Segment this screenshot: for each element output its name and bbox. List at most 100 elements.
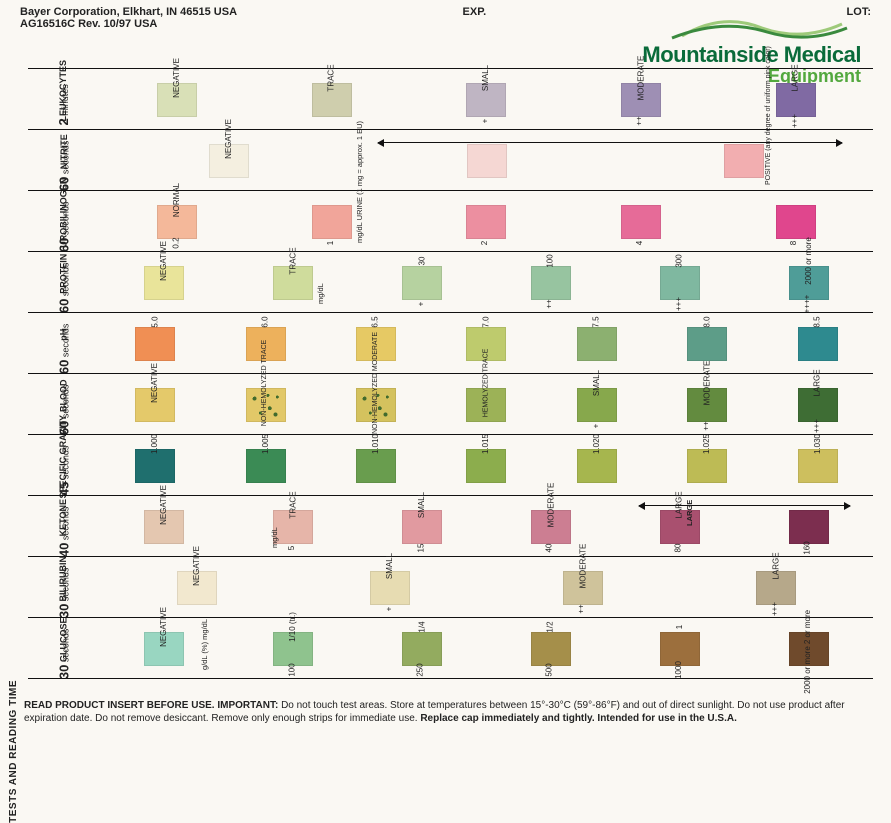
swatch-cell: 2 (409, 191, 564, 251)
test-row: KETONE40 secondsNEGATIVETRACE5SMALL15MOD… (28, 495, 873, 556)
row-label: PROTEIN60 seconds (28, 252, 100, 312)
color-swatch (798, 327, 838, 361)
row-label: BILIRUBIN30 seconds (28, 557, 100, 617)
swatch-sublabel: 4 (635, 241, 647, 245)
row-label: pH60 seconds (28, 313, 100, 373)
unit-note: mg/dL (316, 283, 325, 304)
swatch-cell: TRACE (255, 69, 410, 129)
swatch-label: TRACE (286, 491, 300, 518)
swatch-cell: SMALL+ (293, 557, 486, 617)
swatch-label: LARGE (789, 64, 803, 91)
swatch-cell: LARGE+++ (680, 557, 873, 617)
swatch-cell: 300+++ (615, 252, 744, 312)
swatch-sublabel: 15 (416, 544, 428, 553)
swatch-sublabel: +++ (790, 114, 802, 128)
swatch-label: 1/4 (415, 621, 429, 632)
swatch-cell: 1.025 (652, 435, 762, 495)
swatch-sublabel: 80 (674, 544, 686, 553)
swatch-strip: NEGATIVENON-HEMOLYZED TRACENON-HEMOLYZED… (100, 374, 873, 434)
swatch-cell: NEGATIVE (100, 618, 229, 678)
swatch-label: 7.0 (479, 316, 493, 327)
swatch-sublabel: +++ (812, 419, 824, 433)
color-swatch (798, 449, 838, 483)
swatch-label: NEGATIVE (148, 363, 162, 403)
swatch-sublabel: ++ (577, 604, 589, 613)
swatch-cell: TRACE (229, 252, 358, 312)
color-swatch (466, 449, 506, 483)
swatch-cell: 2 or more2000 or more (744, 618, 873, 678)
color-swatch (312, 205, 352, 239)
swatch-label: 100 (544, 254, 558, 267)
test-timing: 40 seconds (57, 507, 71, 558)
mountains-icon (642, 14, 861, 40)
swatch-cell: 30+ (358, 252, 487, 312)
swatch-cell: 1.030 (763, 435, 873, 495)
swatch-label: 1.030 (811, 434, 825, 454)
footer: READ PRODUCT INSERT BEFORE USE. IMPORTAN… (24, 700, 867, 725)
test-row: GLUCOSE30 secondsNEGATIVE1/10 (tr.)1001/… (28, 617, 873, 679)
swatch-label: HEMOLYZED TRACE (479, 349, 493, 418)
swatch-cell: 1/2500 (486, 618, 615, 678)
swatch-label: 2 or more (802, 610, 816, 644)
color-swatch (789, 510, 829, 544)
swatch-sublabel: 160 (803, 541, 815, 554)
test-timing: 30 seconds (57, 568, 71, 619)
swatch-label: MODERATE (700, 361, 714, 406)
color-swatch (577, 449, 617, 483)
color-swatch (402, 266, 442, 300)
color-swatch (687, 449, 727, 483)
test-timing: 60 seconds (57, 324, 71, 375)
swatch-cell: NON-HEMOLYZED TRACE (210, 374, 320, 434)
swatch-cell: SMALL+ (409, 69, 564, 129)
swatch-cell: 1.015 (431, 435, 541, 495)
swatch-cell (615, 130, 873, 190)
swatch-cell: LARGE+++ (718, 69, 873, 129)
unit-note: g/dL (%) mg/dL (200, 619, 209, 670)
row-label: LEUKOCYTES2 minutes (28, 69, 100, 129)
logo-text-top: Mountainside Medical (642, 42, 861, 68)
color-swatch (687, 327, 727, 361)
swatch-cell: 8.5 (763, 313, 873, 373)
swatch-sublabel: 100 (287, 663, 299, 676)
large-arrow-label: LARGE (685, 500, 694, 526)
color-swatch (135, 327, 175, 361)
swatch-cell: MODERATE++ (564, 69, 719, 129)
swatch-label: SMALL (479, 65, 493, 91)
row-label: GLUCOSE30 seconds (28, 618, 100, 678)
swatch-cell: 1 (255, 191, 410, 251)
large-arrow (639, 505, 850, 506)
swatch-label: 1/10 (tr.) (286, 612, 300, 642)
test-timing: 30 seconds (57, 629, 71, 680)
swatch-label: LARGE (769, 552, 783, 579)
color-swatch (356, 449, 396, 483)
swatch-sublabel: 2000 or more (803, 646, 815, 694)
swatch-label: TRACE (325, 64, 339, 91)
swatch-label: NORMAL (170, 183, 184, 217)
swatch-label: NON-HEMOLYZED TRACE (259, 340, 273, 426)
swatch-cell: 100++ (486, 252, 615, 312)
swatch-strip: NEGATIVE1/10 (tr.)1001/42501/2500110002 … (100, 618, 873, 678)
swatch-cell (358, 130, 616, 190)
exp-label: EXP. (463, 6, 487, 18)
swatch-cell: 1/4 250 (358, 618, 487, 678)
unit-note: mg/dL URINE (1 mg = approx. 1 EU) (355, 121, 364, 243)
swatch-label: 1 (673, 625, 687, 629)
color-swatch (577, 327, 617, 361)
swatch-label: TRACE (286, 247, 300, 274)
color-swatch (660, 266, 700, 300)
swatch-cell: TRACE5 (229, 496, 358, 556)
test-timing: 2 minutes (57, 85, 71, 126)
test-row: NITRITE60 secondsNEGATIVEPOSITIVE (any d… (28, 129, 873, 190)
swatch-label: LARGE (811, 369, 825, 396)
color-swatch (621, 205, 661, 239)
swatch-label: SMALL (415, 492, 429, 518)
swatch-sublabel: 250 (416, 663, 428, 676)
color-swatch (467, 144, 507, 178)
swatch-label: 1.005 (259, 434, 273, 454)
swatch-strip: NEGATIVEPOSITIVE (any degree of uniform … (100, 130, 873, 190)
swatch-label: MODERATE (634, 56, 648, 101)
test-row: BLOOD60 secondsNEGATIVENON-HEMOLYZED TRA… (28, 373, 873, 434)
swatch-strip: NEGATIVETRACE5SMALL15MODERATE40LARGE8016… (100, 496, 873, 556)
swatch-label: 30 (415, 257, 429, 266)
swatch-cell: MODERATE++ (487, 557, 680, 617)
